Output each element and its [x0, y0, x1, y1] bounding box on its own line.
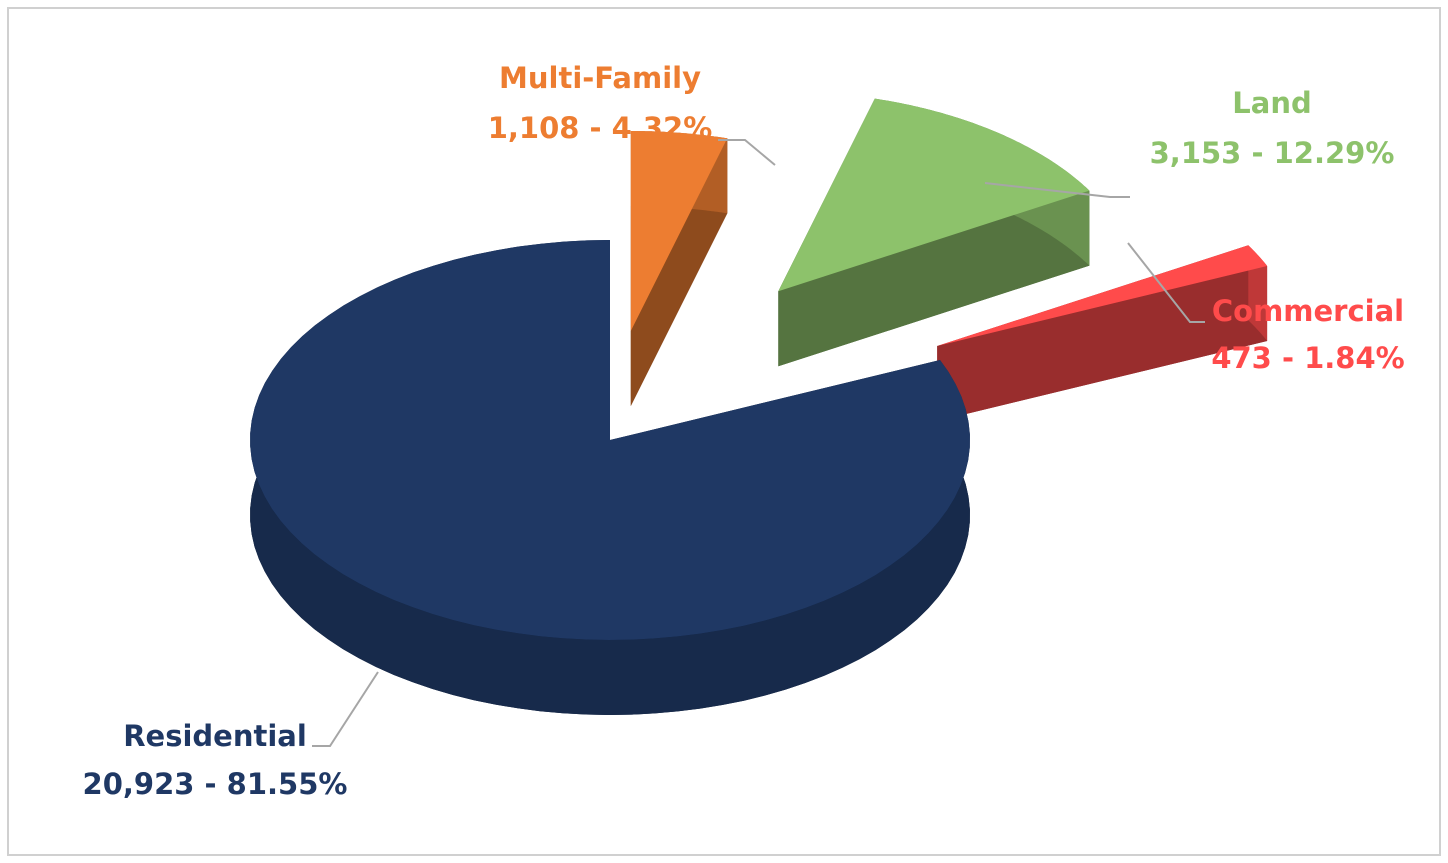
value-label: 473 - 1.84% [1211, 341, 1404, 375]
slice [630, 131, 728, 331]
slice-side [937, 266, 1268, 421]
leader-line [984, 182, 1130, 198]
category-label: Residential [123, 719, 307, 753]
value-label: 20,923 - 81.55% [83, 767, 348, 801]
leader-line [718, 139, 776, 166]
category-label: Land [1232, 86, 1311, 120]
slice [250, 240, 970, 640]
leader-line [1127, 242, 1205, 323]
category-label: Multi-Family [499, 61, 701, 95]
slice-side [778, 190, 1090, 367]
slice [778, 98, 1090, 292]
category-label: Commercial [1212, 294, 1404, 328]
value-label: 3,153 - 12.29% [1150, 136, 1395, 170]
value-label: 1,108 - 4.32% [488, 111, 713, 145]
leader-line [312, 671, 379, 747]
slice [937, 245, 1268, 346]
